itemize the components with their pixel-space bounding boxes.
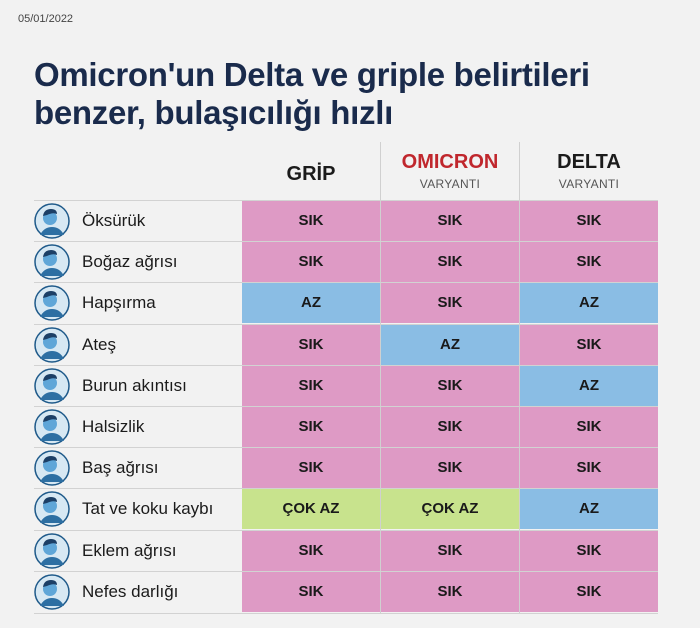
sore-throat-person-icon: [34, 244, 70, 280]
cell-omicron: SIK: [381, 201, 519, 241]
symptom-label: Halsizlik: [82, 417, 145, 436]
table-row: Öksürük SIK SIK SIK: [0, 201, 700, 241]
row-divider: [34, 406, 658, 407]
symptom-label: Nefes darlığı: [82, 582, 179, 601]
table-row: Boğaz ağrısı SIK SIK SIK: [0, 242, 700, 282]
symptom-label: Öksürük: [82, 211, 146, 230]
row-divider: [34, 530, 658, 531]
cell-omicron: AZ: [381, 325, 519, 365]
table-row: Ateş SIK AZ SIK: [0, 325, 700, 365]
runny-nose-person-icon: [34, 368, 70, 404]
column-header-omicron: OMICRON VARYANTI: [381, 151, 519, 191]
cell-omicron: SIK: [381, 366, 519, 406]
page-title: Omicron'un Delta ve griple belirtileri b…: [34, 56, 674, 132]
table-row: Baş ağrısı SIK SIK SIK: [0, 448, 700, 488]
table-row: Halsizlik SIK SIK SIK: [0, 407, 700, 447]
title-line-2: benzer, bulaşıcılığı hızlı: [34, 94, 393, 131]
cell-omicron: SIK: [381, 572, 519, 612]
row-divider: [34, 324, 658, 325]
column-header-omicron-sub: VARYANTI: [419, 177, 481, 191]
cell-delta: SIK: [520, 407, 658, 447]
column-divider: [519, 142, 520, 613]
row-divider: [34, 447, 658, 448]
cell-grip: SIK: [242, 531, 380, 571]
row-divider: [34, 241, 658, 242]
row-divider: [34, 571, 658, 572]
column-header-omicron-name: OMICRON: [401, 151, 499, 173]
fever-thermometer-person-icon: [34, 327, 70, 363]
symptom-label: Ateş: [82, 335, 117, 354]
cell-delta: SIK: [520, 531, 658, 571]
column-header-grip: GRİP: [242, 163, 380, 186]
table-row: Nefes darlığı SIK SIK SIK: [0, 572, 700, 612]
symptom-label: Tat ve koku kaybı: [82, 499, 214, 518]
cell-delta: SIK: [520, 325, 658, 365]
symptom-label: Baş ağrısı: [82, 458, 159, 477]
cell-grip: ÇOK AZ: [242, 489, 380, 529]
symptom-label: Hapşırma: [82, 293, 156, 312]
row-divider: [34, 488, 658, 489]
headache-person-icon: [34, 450, 70, 486]
coughing-person-icon: [34, 203, 70, 239]
cell-omicron: SIK: [381, 242, 519, 282]
cell-omicron: SIK: [381, 448, 519, 488]
cell-delta: SIK: [520, 242, 658, 282]
table-row: Hapşırma AZ SIK AZ: [0, 283, 700, 323]
cell-grip: SIK: [242, 201, 380, 241]
cell-grip: SIK: [242, 448, 380, 488]
sneezing-person-icon: [34, 285, 70, 321]
cell-delta: SIK: [520, 201, 658, 241]
column-header-grip-name: GRİP: [286, 163, 336, 185]
cell-delta: AZ: [520, 366, 658, 406]
fatigue-person-icon: [34, 409, 70, 445]
column-divider: [380, 142, 381, 613]
loss-of-taste-person-icon: [34, 491, 70, 527]
cell-delta: SIK: [520, 448, 658, 488]
table-row: Tat ve koku kaybı ÇOK AZ ÇOK AZ AZ: [0, 489, 700, 529]
table-row: Burun akıntısı SIK SIK AZ: [0, 366, 700, 406]
cell-omicron: SIK: [381, 283, 519, 323]
symptom-label: Burun akıntısı: [82, 376, 187, 395]
row-divider: [34, 365, 658, 366]
cell-grip: SIK: [242, 325, 380, 365]
cell-grip: SIK: [242, 366, 380, 406]
shortness-of-breath-person-icon: [34, 574, 70, 610]
cell-grip: SIK: [242, 407, 380, 447]
cell-grip: SIK: [242, 242, 380, 282]
row-divider: [34, 613, 658, 614]
cell-grip: SIK: [242, 572, 380, 612]
column-header-delta: DELTA VARYANTI: [520, 151, 658, 191]
row-divider: [34, 200, 658, 201]
cell-delta: AZ: [520, 283, 658, 323]
symptom-label: Eklem ağrısı: [82, 541, 177, 560]
joint-pain-person-icon: [34, 533, 70, 569]
column-header-delta-sub: VARYANTI: [558, 177, 620, 191]
cell-omicron: SIK: [381, 407, 519, 447]
cell-delta: AZ: [520, 489, 658, 529]
cell-omicron: SIK: [381, 531, 519, 571]
column-header-delta-name: DELTA: [557, 151, 621, 173]
title-line-1: Omicron'un Delta ve griple belirtileri: [34, 56, 590, 93]
date-label: 05/01/2022: [18, 13, 74, 25]
symptom-label: Boğaz ağrısı: [82, 252, 178, 271]
cell-grip: AZ: [242, 283, 380, 323]
table-row: Eklem ağrısı SIK SIK SIK: [0, 531, 700, 571]
cell-omicron: ÇOK AZ: [381, 489, 519, 529]
cell-delta: SIK: [520, 572, 658, 612]
row-divider: [34, 282, 658, 283]
